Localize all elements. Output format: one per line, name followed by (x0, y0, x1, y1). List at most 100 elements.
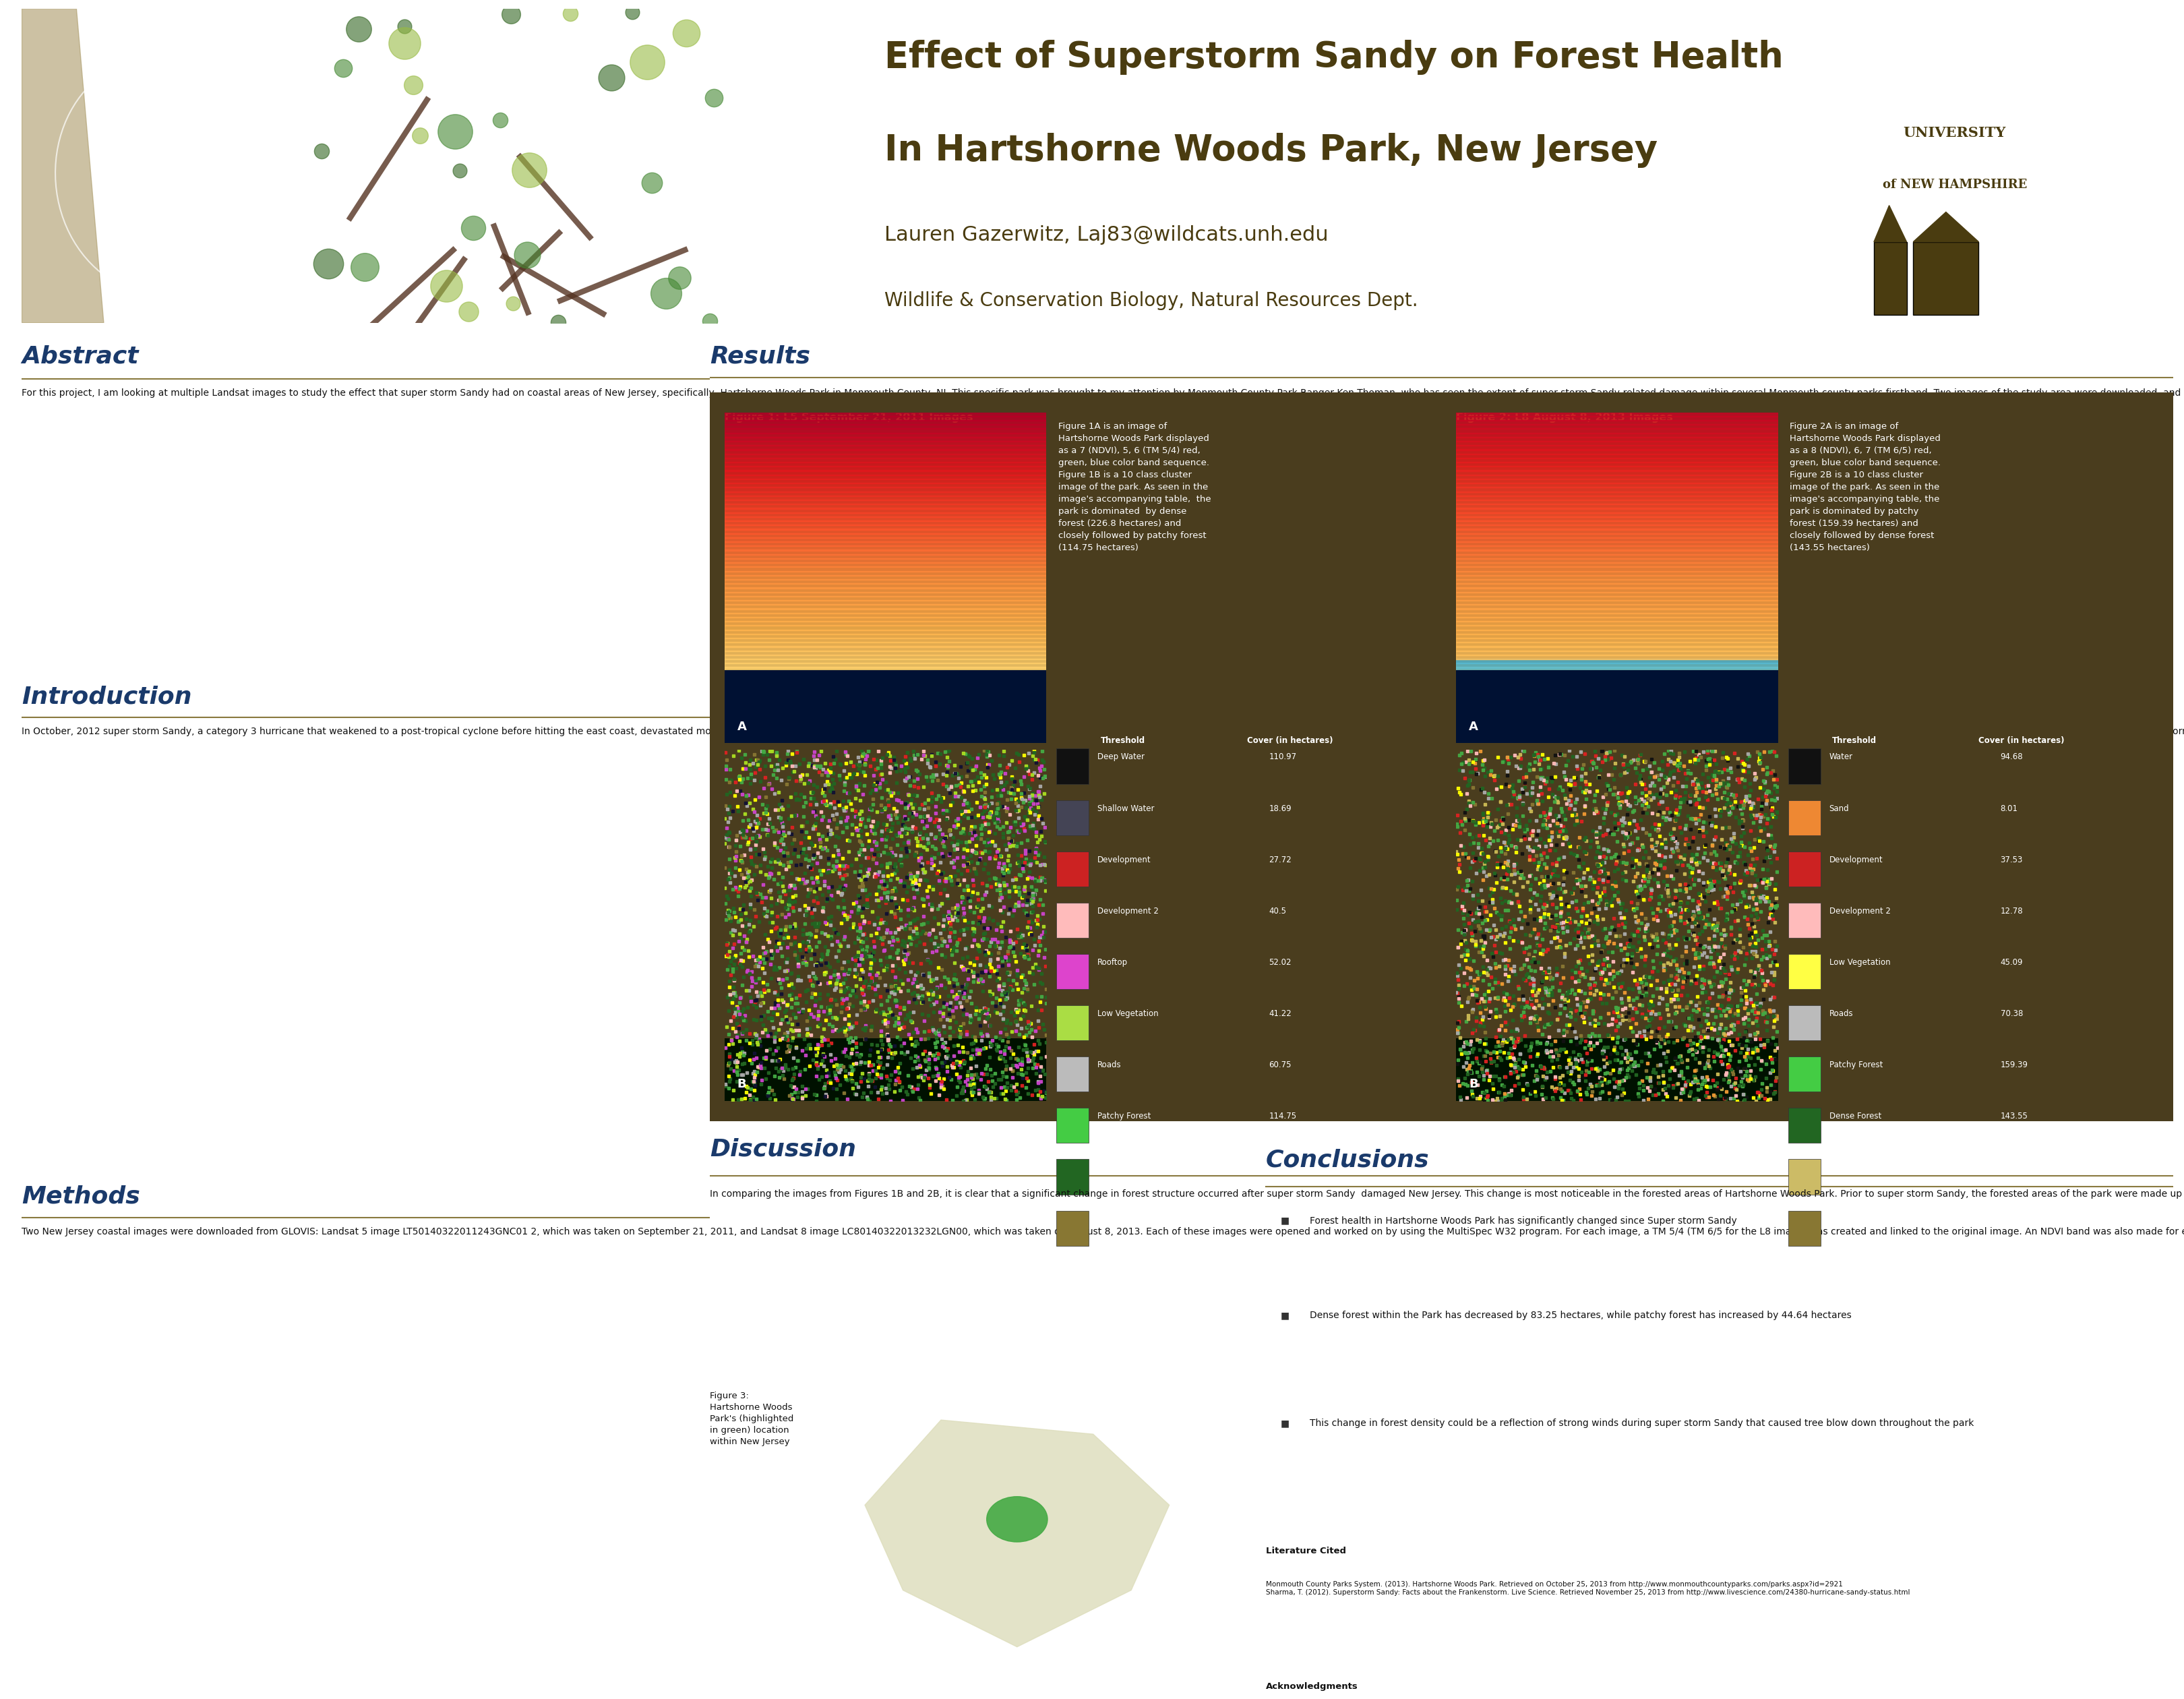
Bar (725, 605, 1046, 610)
FancyBboxPatch shape (1913, 241, 1979, 314)
FancyBboxPatch shape (1057, 1211, 1090, 1245)
Text: 110.97: 110.97 (1269, 753, 1297, 761)
Bar (725, 722, 1046, 727)
Text: 41.22: 41.22 (1269, 1009, 1291, 1018)
Bar (1457, 637, 1778, 642)
Text: A: A (738, 720, 747, 732)
Text: Forest health in Hartshorne Woods Park has significantly changed since Super sto: Forest health in Hartshorne Woods Park h… (1310, 1216, 1736, 1225)
Polygon shape (22, 8, 105, 323)
FancyBboxPatch shape (1057, 1006, 1090, 1040)
Bar (725, 637, 1046, 642)
Bar (1457, 516, 1778, 522)
Bar (1457, 608, 1778, 613)
Bar (1457, 503, 1778, 508)
Bar (1457, 734, 1778, 739)
Bar (1457, 471, 1778, 476)
Bar (725, 483, 1046, 488)
Bar (1457, 579, 1778, 584)
Bar (1457, 479, 1778, 484)
Bar (725, 533, 1046, 539)
FancyBboxPatch shape (1457, 1038, 1778, 1101)
Text: Results: Results (710, 345, 810, 367)
Bar (1457, 420, 1778, 425)
Text: 27.72: 27.72 (1269, 855, 1291, 865)
Bar (725, 731, 1046, 736)
Polygon shape (1913, 212, 1979, 241)
FancyBboxPatch shape (1057, 749, 1090, 783)
Bar (725, 411, 1046, 416)
FancyBboxPatch shape (1789, 1057, 1821, 1092)
Bar (1457, 545, 1778, 550)
Bar (725, 734, 1046, 739)
Bar (1457, 511, 1778, 516)
Bar (725, 445, 1046, 450)
Bar (1457, 483, 1778, 488)
Bar (725, 559, 1046, 562)
Bar (725, 562, 1046, 567)
Bar (1457, 449, 1778, 454)
Bar (1457, 591, 1778, 596)
Text: 8.01: 8.01 (2001, 804, 2018, 812)
FancyBboxPatch shape (1789, 749, 1821, 783)
Bar (725, 600, 1046, 605)
Text: Threshold: Threshold (1832, 737, 1876, 746)
Bar (725, 588, 1046, 593)
Bar (1457, 425, 1778, 430)
Bar (1457, 700, 1778, 705)
Bar (725, 520, 1046, 525)
Text: 159.39: 159.39 (2001, 1060, 2029, 1069)
Bar (725, 591, 1046, 596)
Bar (1457, 659, 1778, 664)
Text: Threshold: Threshold (1101, 737, 1144, 746)
Bar (1457, 437, 1778, 442)
Bar (1457, 542, 1778, 547)
Text: Patchy Forest: Patchy Forest (1099, 1113, 1151, 1121)
Bar (1457, 663, 1778, 668)
FancyBboxPatch shape (1874, 241, 1907, 314)
Text: Patchy Forest: Patchy Forest (1830, 1060, 1883, 1069)
Text: Monmouth County Parks System. (2013). Hartshorne Woods Park. Retrieved on Octobe: Monmouth County Parks System. (2013). Ha… (1267, 1580, 1911, 1595)
Bar (725, 508, 1046, 513)
FancyBboxPatch shape (710, 392, 2173, 1121)
FancyBboxPatch shape (1057, 1159, 1090, 1194)
Bar (1457, 605, 1778, 610)
Bar (725, 571, 1046, 576)
Polygon shape (865, 1420, 1168, 1646)
Bar (1457, 574, 1778, 579)
Text: Development 2: Development 2 (1099, 907, 1160, 916)
Bar (725, 449, 1046, 454)
Bar (1457, 562, 1778, 567)
Bar (725, 654, 1046, 659)
Bar (725, 554, 1046, 559)
Bar (1457, 739, 1778, 742)
Bar (1457, 596, 1778, 601)
Bar (1457, 629, 1778, 634)
Bar (1457, 722, 1778, 727)
Text: ■: ■ (1280, 1310, 1289, 1320)
Bar (725, 659, 1046, 664)
Text: Field: Field (1830, 1215, 1848, 1223)
Bar (725, 574, 1046, 579)
Bar (1457, 496, 1778, 500)
Bar (725, 408, 1046, 413)
Bar (1457, 508, 1778, 513)
Bar (1457, 428, 1778, 433)
Text: 114.75: 114.75 (1269, 1113, 1297, 1121)
Polygon shape (1874, 206, 1907, 241)
Bar (725, 503, 1046, 508)
Bar (1457, 474, 1778, 479)
Bar (725, 739, 1046, 742)
Text: Water: Water (1830, 753, 1852, 761)
Text: Figure 3:
Hartshorne Woods
Park's (highlighted
in green) location
within New Jer: Figure 3: Hartshorne Woods Park's (highl… (710, 1391, 793, 1446)
Text: Field: Field (1099, 1215, 1116, 1223)
Bar (1457, 671, 1778, 676)
Bar (725, 511, 1046, 516)
Bar (725, 491, 1046, 496)
FancyBboxPatch shape (1789, 902, 1821, 938)
FancyBboxPatch shape (1789, 1108, 1821, 1143)
Bar (725, 617, 1046, 622)
Text: B: B (1470, 1077, 1479, 1089)
Text: Low Vegetation: Low Vegetation (1830, 958, 1891, 967)
Text: Dense forest within the Park has decreased by 83.25 hectares, while patchy fores: Dense forest within the Park has decreas… (1310, 1310, 1852, 1320)
Text: 37.53: 37.53 (2001, 855, 2022, 865)
